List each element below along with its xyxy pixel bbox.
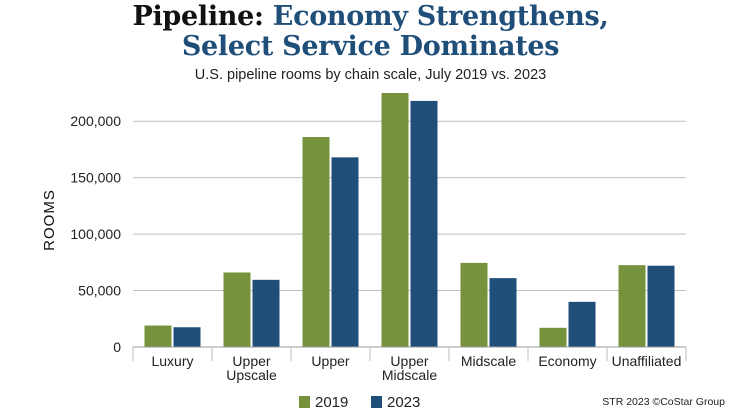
chart-subtitle: U.S. pipeline rooms by chain scale, July…	[194, 67, 547, 83]
y-tick-label: 150,000	[70, 170, 121, 186]
title-line-1: Pipeline: Economy Strengthens,	[0, 2, 741, 32]
y-tick-label: 100,000	[70, 226, 121, 242]
bar	[302, 137, 330, 347]
bar	[539, 327, 567, 347]
bar	[460, 262, 488, 347]
x-tick-label: Upper	[311, 353, 349, 369]
title-line-2: Select Service Dominates	[181, 31, 560, 62]
source-credit: STR 2023 ©CoStar Group	[602, 396, 725, 408]
x-tick-label: Upper Midscale	[382, 353, 437, 383]
bar	[331, 157, 359, 347]
y-tick-label: 50,000	[78, 283, 121, 299]
x-tick-label: Upper Upscale	[226, 353, 277, 383]
chart-title: Pipeline: Economy Strengthens, Select Se…	[0, 2, 741, 62]
bar	[489, 278, 517, 347]
y-axis-label: ROOMS	[41, 189, 58, 251]
legend-swatch	[371, 396, 382, 408]
bar	[410, 100, 438, 347]
y-tick-label: 200,000	[70, 113, 121, 129]
x-tick-label: Economy	[538, 353, 596, 369]
legend-label: 2023	[387, 394, 420, 411]
bar	[173, 327, 201, 347]
title-line1-rest: Economy Strengthens,	[272, 1, 609, 32]
bar	[568, 301, 596, 347]
x-tick-label: Midscale	[461, 353, 516, 369]
y-tick-label: 0	[113, 339, 121, 355]
bar	[223, 272, 251, 347]
bar	[144, 325, 172, 347]
title-prefix: Pipeline:	[132, 1, 264, 32]
legend-swatch	[299, 396, 310, 408]
x-tick-label: Luxury	[151, 353, 193, 369]
bar	[647, 265, 675, 347]
bar	[252, 279, 280, 347]
bar	[381, 93, 409, 347]
x-tick-label: Unaffiliated	[612, 353, 682, 369]
bar	[618, 265, 646, 347]
legend-label: 2019	[315, 394, 348, 411]
